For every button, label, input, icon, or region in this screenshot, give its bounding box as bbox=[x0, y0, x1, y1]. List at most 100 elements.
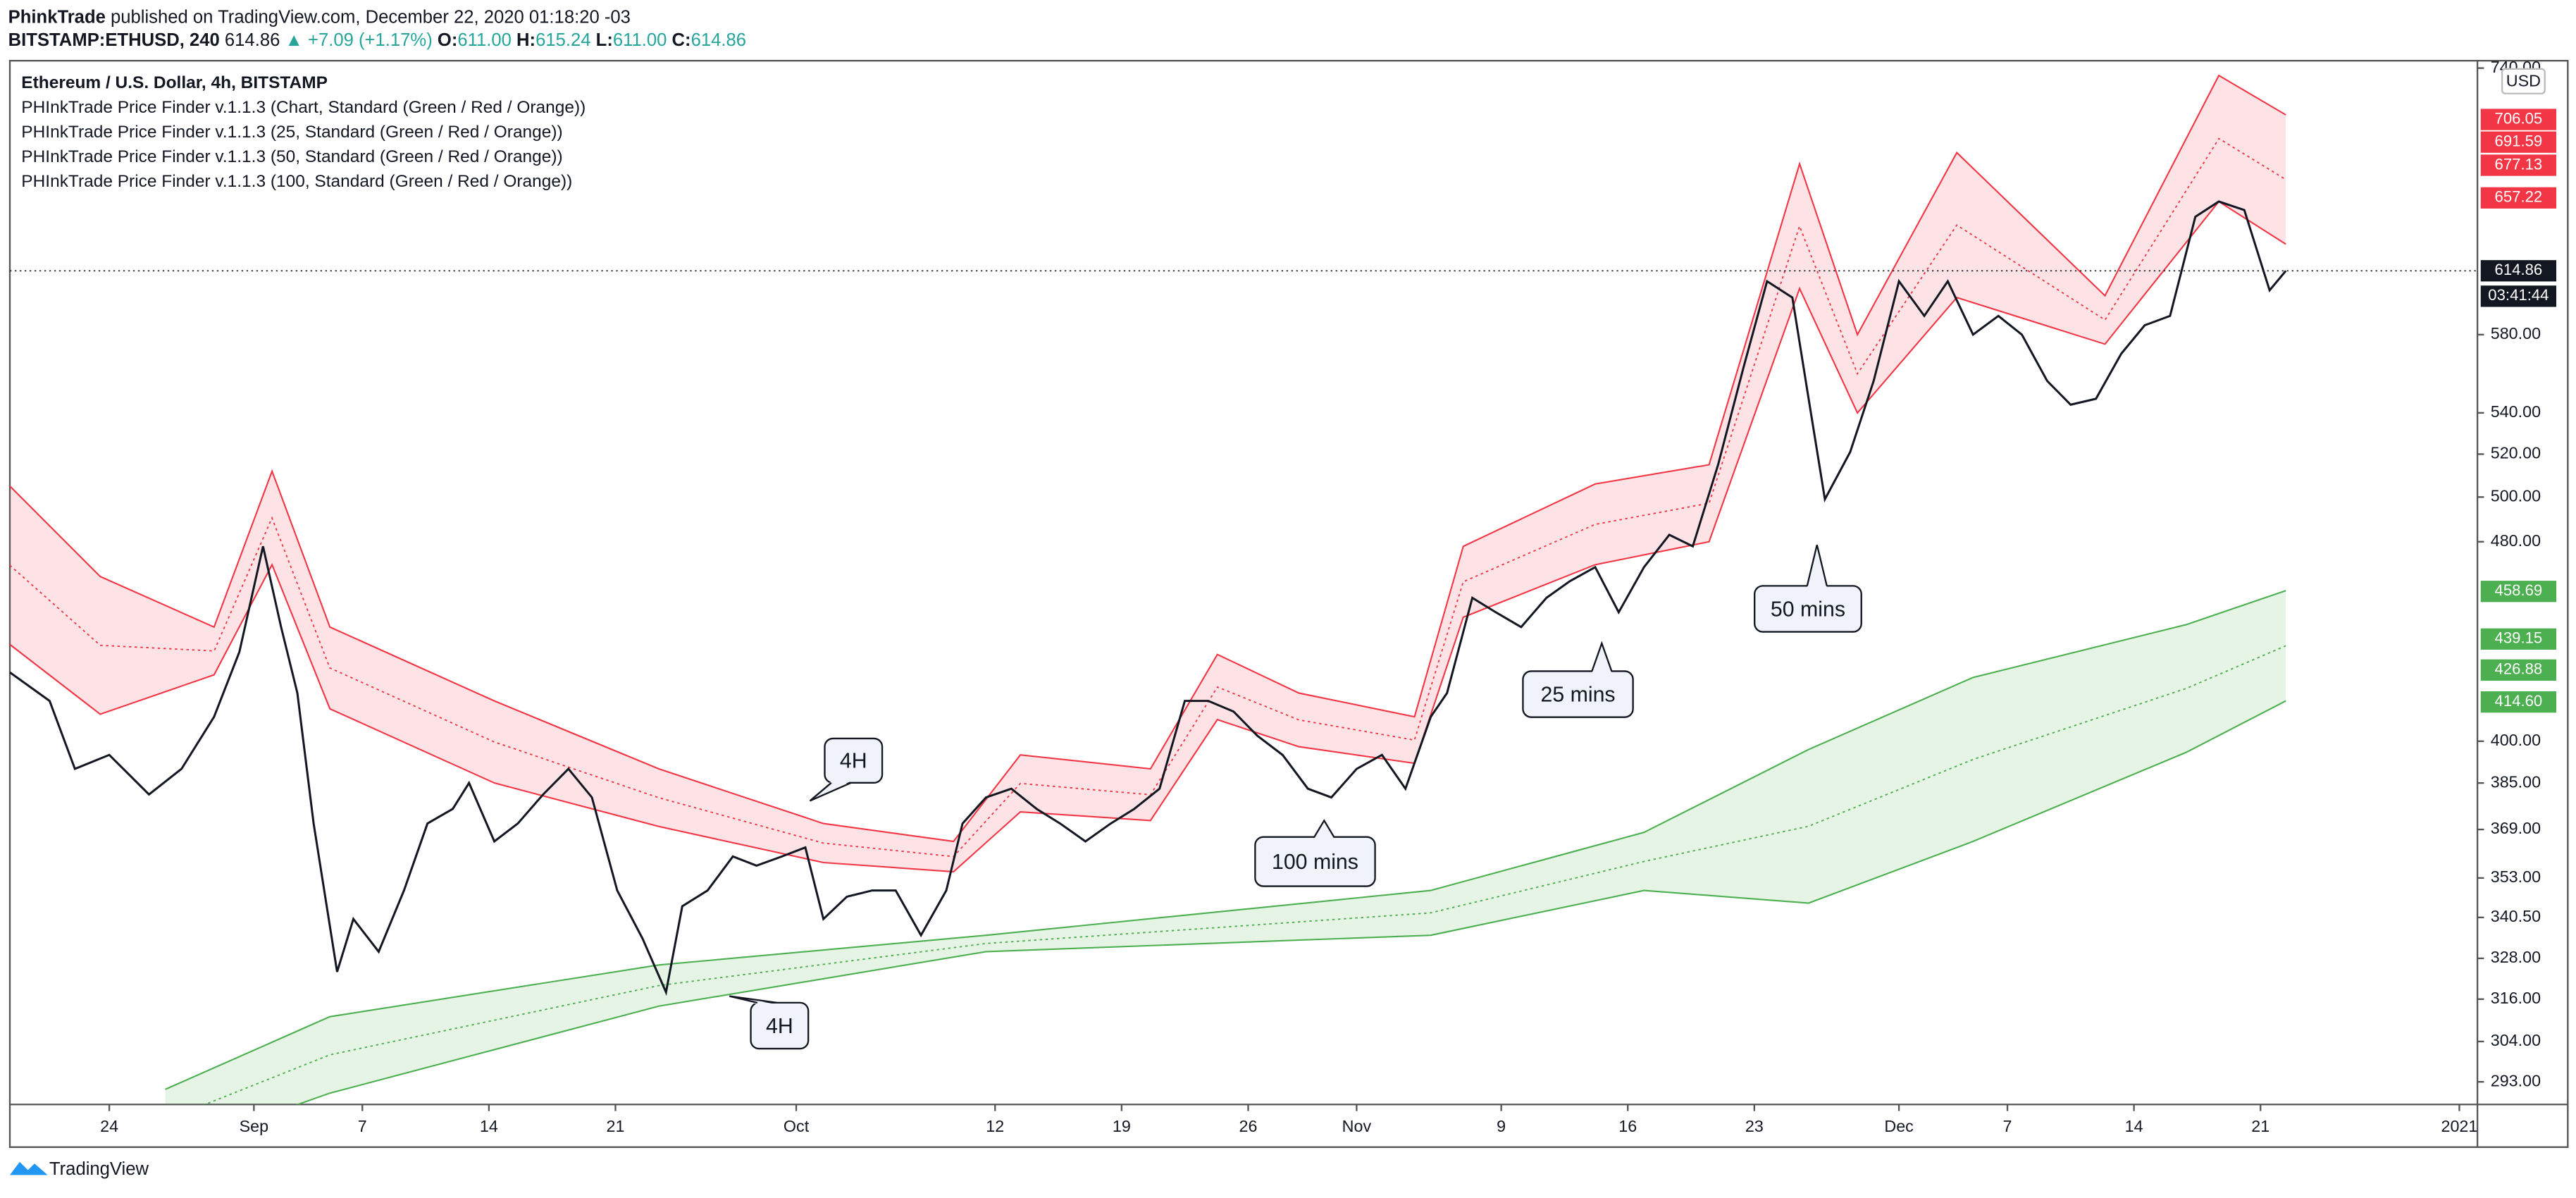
plot-area bbox=[9, 74, 2287, 1105]
y-tick-label: 293.00 bbox=[2491, 1071, 2541, 1089]
ohlc-o: O: bbox=[438, 30, 457, 50]
callout-label: 4H bbox=[840, 750, 867, 773]
y-tick-label: 540.00 bbox=[2491, 402, 2541, 421]
x-tick-label: 2021 bbox=[2441, 1117, 2478, 1135]
published: published on TradingView.com, December 2… bbox=[111, 7, 631, 27]
x-tick-label: 21 bbox=[607, 1117, 625, 1135]
x-tick-label: Sep bbox=[240, 1117, 268, 1135]
ohlc-l-value: 611.00 bbox=[613, 30, 667, 50]
price-tag-label: 677.13 bbox=[2495, 155, 2543, 173]
y-tick-label: 520.00 bbox=[2491, 444, 2541, 462]
x-tick-label: 19 bbox=[1113, 1117, 1131, 1135]
ohlc-h: H: bbox=[516, 30, 535, 50]
ohlc-o-value: 611.00 bbox=[457, 30, 512, 50]
y-tick-label: 340.50 bbox=[2491, 907, 2541, 925]
tv-logo bbox=[9, 1161, 48, 1175]
author[interactable]: PhinkTrade bbox=[8, 7, 106, 27]
callout-box bbox=[750, 1001, 810, 1050]
legend-indicator[interactable]: PHInkTrade Price Finder v.1.1.3 (25, Sta… bbox=[21, 123, 562, 142]
x-tick-label: Oct bbox=[784, 1117, 810, 1135]
price-tag bbox=[2480, 131, 2557, 153]
price-tag-label: 657.22 bbox=[2495, 188, 2543, 206]
series-line bbox=[295, 700, 2286, 1105]
y-tick-label: 385.00 bbox=[2491, 772, 2541, 791]
symbol-line: BITSTAMP:ETHUSD, 240 614.86 ▲ +7.09 (+1.… bbox=[8, 30, 746, 50]
currency: USD bbox=[2506, 72, 2541, 90]
x-tick-label: 14 bbox=[2125, 1117, 2143, 1135]
y-tick-label: 400.00 bbox=[2491, 731, 2541, 749]
series-line bbox=[165, 590, 2286, 1090]
y-tick-label: 500.00 bbox=[2491, 486, 2541, 505]
change: ▲ +7.09 (+1.17%) bbox=[285, 30, 432, 50]
band-midline bbox=[203, 645, 2286, 1105]
y-tick-label: 316.00 bbox=[2491, 989, 2541, 1007]
x-tick-label: 9 bbox=[1497, 1117, 1506, 1135]
x-tick-label: 16 bbox=[1618, 1117, 1637, 1135]
band-fill bbox=[165, 591, 2286, 1105]
ohlc-h-value: 615.24 bbox=[535, 30, 590, 50]
band-midline bbox=[9, 137, 2286, 858]
plot-layer: 740.00580.00540.00520.00500.00480.00400.… bbox=[9, 58, 2557, 1135]
price-tag bbox=[2480, 109, 2557, 130]
callout-tail bbox=[1592, 643, 1612, 673]
legend-indicator[interactable]: PHInkTrade Price Finder v.1.1.3 (50, Sta… bbox=[21, 147, 562, 166]
price-tag-label: 414.60 bbox=[2495, 692, 2543, 710]
y-tick-label: 353.00 bbox=[2491, 867, 2541, 886]
legend-indicator[interactable]: PHInkTrade Price Finder v.1.1.3 (100, St… bbox=[21, 172, 572, 191]
x-tick-label: 14 bbox=[480, 1117, 498, 1135]
y-tick-label: 369.00 bbox=[2491, 819, 2541, 837]
price-tag bbox=[2480, 187, 2557, 209]
x-tick-label: 7 bbox=[358, 1117, 367, 1135]
callout-tail-edge bbox=[1806, 544, 1828, 586]
x-tick-label: 12 bbox=[986, 1117, 1004, 1135]
callout-box bbox=[824, 737, 884, 784]
ohlc-c-value: 614.86 bbox=[691, 30, 746, 50]
callout-box bbox=[1522, 670, 1634, 718]
x-tick-label: 23 bbox=[1745, 1117, 1764, 1135]
chart-frame bbox=[8, 60, 2569, 1148]
x-tick-label: 24 bbox=[100, 1117, 118, 1135]
y-tick-label: 480.00 bbox=[2491, 531, 2541, 550]
x-tick-label: Dec bbox=[1884, 1117, 1914, 1135]
x-tick-label: 26 bbox=[1239, 1117, 1257, 1135]
legend-indicator[interactable]: PHInkTrade Price Finder v.1.1.3 (Chart, … bbox=[21, 98, 586, 117]
callout-label: 100 mins bbox=[1272, 851, 1358, 874]
y-tick-label: 580.00 bbox=[2491, 324, 2541, 342]
price-tag-label: 706.05 bbox=[2495, 109, 2543, 127]
ohlc-c: C: bbox=[672, 30, 691, 50]
callout-tail-edge bbox=[1591, 641, 1613, 672]
publish-line: PhinkTrade published on TradingView.com,… bbox=[8, 7, 631, 27]
countdown-tag bbox=[2480, 285, 2557, 307]
currency-box[interactable] bbox=[2501, 68, 2546, 94]
price-tag bbox=[2480, 581, 2557, 603]
callout-tail-edge bbox=[1313, 819, 1335, 838]
price-tag bbox=[2480, 691, 2557, 713]
symbol: BITSTAMP:ETHUSD, 240 bbox=[8, 30, 220, 50]
series-line bbox=[9, 200, 2286, 873]
countdown: 03:41:44 bbox=[2488, 286, 2549, 304]
callout-tail bbox=[1314, 820, 1335, 839]
last: 614.86 bbox=[225, 30, 280, 50]
series-line bbox=[9, 200, 2287, 996]
y-tick-label: 304.00 bbox=[2491, 1031, 2541, 1049]
price-tag bbox=[2480, 659, 2557, 681]
legend-symbol: Ethereum / U.S. Dollar, 4h, BITSTAMP bbox=[21, 73, 328, 92]
price-tag-label: 691.59 bbox=[2495, 132, 2543, 150]
callout-tail bbox=[1807, 545, 1827, 588]
callout-label: 4H bbox=[766, 1015, 793, 1038]
price-tag bbox=[2480, 154, 2557, 176]
footer-brand[interactable]: TradingView bbox=[49, 1159, 149, 1179]
y-tick-label: 328.00 bbox=[2491, 948, 2541, 966]
series-line bbox=[9, 74, 2286, 843]
callout-tail-edge bbox=[729, 995, 778, 1004]
price-tag bbox=[2480, 260, 2557, 282]
x-tick-label: 7 bbox=[2003, 1117, 2012, 1135]
callout-label: 50 mins bbox=[1771, 598, 1845, 621]
callout-tail-edge bbox=[809, 782, 852, 802]
price-tag-label: 426.88 bbox=[2495, 660, 2543, 678]
price-tag-label: 439.15 bbox=[2495, 629, 2543, 647]
x-tick-label: 21 bbox=[2251, 1117, 2270, 1135]
price-tag bbox=[2480, 628, 2557, 650]
callout-label: 25 mins bbox=[1540, 683, 1615, 706]
